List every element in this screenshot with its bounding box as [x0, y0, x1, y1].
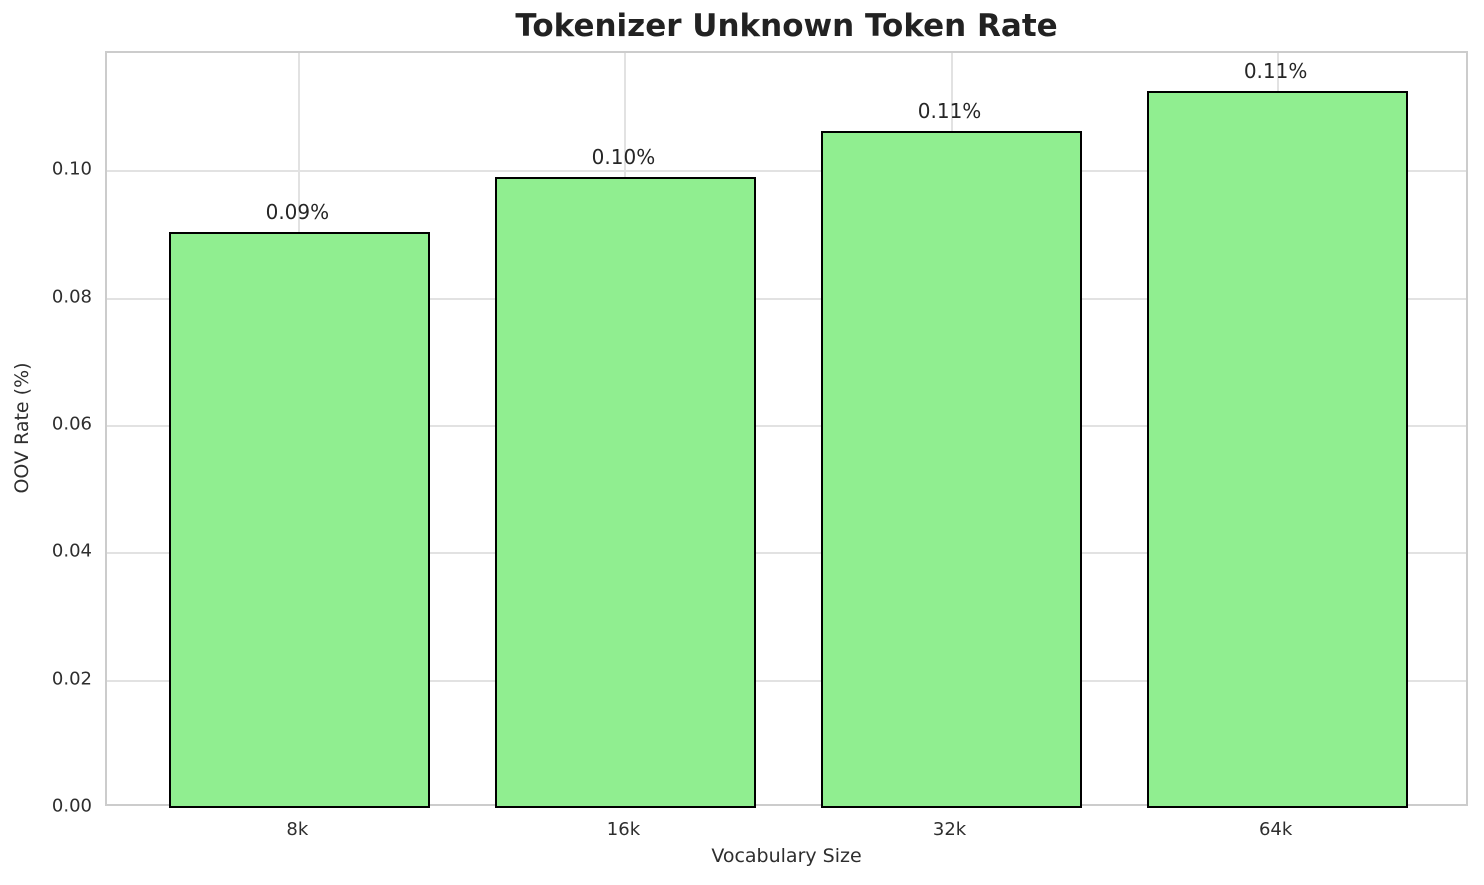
gridline-horizontal [107, 679, 1466, 682]
y-tick-label: 0.06 [51, 413, 92, 435]
bar-value-label: 0.09% [265, 199, 330, 224]
x-axis-label: Vocabulary Size [711, 845, 862, 867]
gridline-horizontal [107, 297, 1466, 300]
bar-value-label: 0.11% [917, 98, 982, 123]
plot-area [105, 51, 1468, 808]
bar-value-label: 0.11% [1243, 58, 1308, 83]
x-tick-label: 32k [932, 819, 967, 840]
bar-value-label: 0.10% [591, 145, 656, 170]
bar-16k [495, 177, 756, 808]
bar-32k [821, 130, 1082, 808]
y-tick-label: 0.00 [51, 795, 92, 817]
x-tick-label: 8k [286, 819, 309, 840]
y-tick-label: 0.02 [51, 668, 92, 690]
bar-64k [1147, 90, 1409, 808]
chart-title: Tokenizer Unknown Token Rate [515, 8, 1058, 44]
gridline-horizontal [107, 552, 1466, 555]
x-tick-label: 64k [1258, 819, 1293, 840]
y-tick-label: 0.08 [51, 286, 92, 308]
gridline-horizontal [107, 425, 1466, 428]
x-tick-label: 16k [606, 819, 641, 840]
y-tick-label: 0.04 [51, 540, 92, 562]
gridline-horizontal [107, 170, 1466, 173]
y-tick-label: 0.10 [51, 158, 92, 180]
bar-8k [168, 231, 430, 808]
